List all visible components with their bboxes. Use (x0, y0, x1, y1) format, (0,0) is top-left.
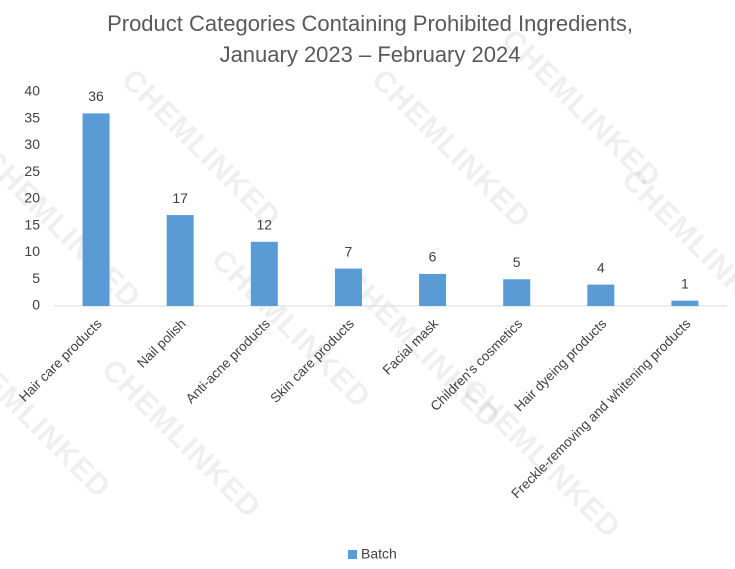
y-tick-label: 10 (24, 243, 40, 259)
y-tick-label: 35 (24, 109, 40, 125)
y-tick-label: 15 (24, 216, 40, 232)
y-tick-label: 25 (24, 163, 40, 179)
value-label: 4 (597, 259, 605, 275)
x-tick-label: Hair dyeing products (511, 316, 609, 414)
bar (671, 300, 699, 306)
bar (250, 241, 278, 306)
y-tick-label: 20 (24, 190, 40, 206)
watermark: CHEMLINKED (365, 63, 537, 235)
bar (82, 113, 110, 307)
x-tick-label: Anti-acne products (183, 316, 273, 406)
value-label: 6 (429, 249, 437, 265)
x-tick-label: Hair care products (16, 316, 105, 405)
watermark: CHEMLINKED (115, 63, 287, 235)
value-label: 5 (513, 254, 521, 270)
watermark: CHEMLINKED (0, 143, 147, 315)
value-label: 12 (257, 217, 273, 233)
y-tick-label: 5 (32, 270, 40, 286)
chart-title: Product Categories Containing Prohibited… (107, 11, 633, 36)
value-label: 7 (345, 243, 353, 259)
watermark: CHEMLINKED (95, 353, 267, 525)
chart-title: January 2023 – February 2024 (220, 42, 521, 67)
bar (334, 268, 362, 306)
value-label: 17 (172, 190, 188, 206)
watermark: CHEMLINKED (615, 163, 735, 335)
y-tick-label: 0 (32, 297, 40, 313)
legend-label: Batch (361, 546, 397, 562)
bar (166, 215, 194, 306)
legend-swatch (348, 550, 357, 559)
bar (503, 279, 531, 306)
y-tick-label: 40 (24, 83, 40, 99)
x-tick-label: Nail polish (134, 316, 189, 371)
bar (419, 273, 447, 306)
x-tick-label: Freckle-removing and whitening products (508, 316, 693, 501)
value-label: 1 (681, 275, 689, 291)
value-label: 36 (88, 88, 104, 104)
bar (587, 284, 615, 306)
y-tick-label: 30 (24, 136, 40, 152)
